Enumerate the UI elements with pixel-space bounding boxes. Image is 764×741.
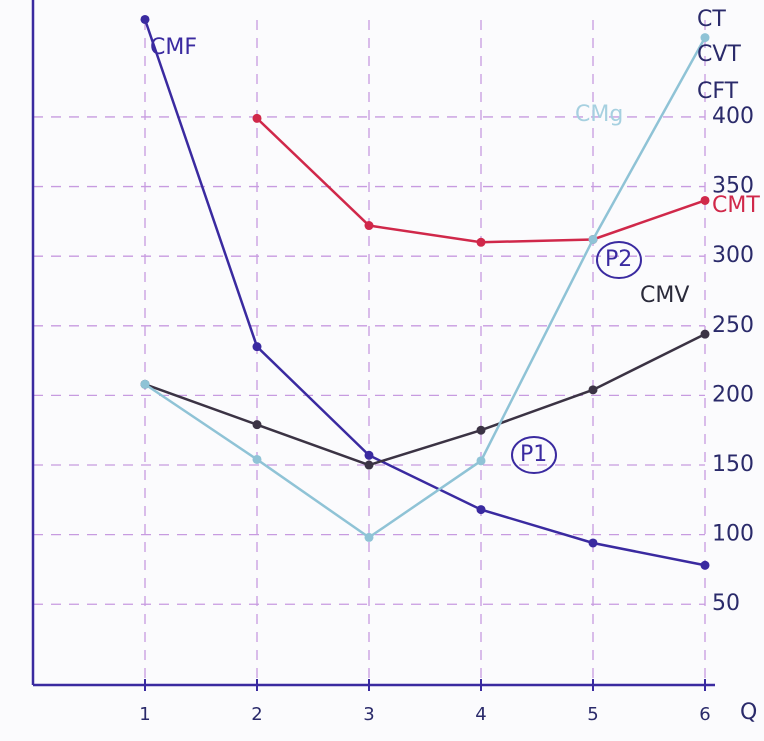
annotation: CMg (575, 102, 623, 127)
data-point (701, 196, 710, 205)
x-tick-label: 4 (475, 704, 486, 725)
data-point (589, 385, 598, 394)
annotation: P2 (605, 247, 632, 272)
data-point (477, 238, 486, 247)
x-tick-label: 1 (139, 704, 150, 725)
x-tick-label: 6 (699, 704, 710, 725)
y-tick-label: 50 (712, 591, 740, 616)
data-point (141, 15, 150, 24)
data-point (253, 114, 262, 123)
x-tick-label: 3 (363, 704, 374, 725)
chart: 50100150200250300350400123456QCMFCMVCMTC… (0, 0, 764, 741)
data-point (253, 455, 262, 464)
x-tick-label: 5 (587, 704, 598, 725)
data-point (253, 420, 262, 429)
x-axis-label: Q (740, 700, 757, 725)
data-point (477, 505, 486, 514)
data-point (365, 461, 374, 470)
data-point (589, 538, 598, 547)
annotation: P1 (520, 442, 547, 467)
y-tick-label: 200 (712, 382, 754, 407)
annotation: CFT (697, 79, 739, 104)
data-point (701, 330, 710, 339)
annotation: CMV (640, 283, 689, 308)
annotation: CVT (697, 42, 741, 67)
y-tick-label: 100 (712, 522, 754, 547)
annotation: CMT (712, 193, 760, 218)
y-tick-label: 150 (712, 452, 754, 477)
y-tick-label: 300 (712, 243, 754, 268)
data-point (253, 342, 262, 351)
data-point (141, 380, 150, 389)
data-point (365, 451, 374, 460)
annotation: CT (697, 7, 726, 32)
y-tick-label: 400 (712, 104, 754, 129)
data-point (365, 221, 374, 230)
series-line (145, 334, 705, 465)
y-tick-label: 250 (712, 313, 754, 338)
data-point (589, 235, 598, 244)
data-point (365, 533, 374, 542)
data-point (477, 426, 486, 435)
data-point (701, 561, 710, 570)
x-tick-label: 2 (251, 704, 262, 725)
data-point (701, 33, 710, 42)
annotation: CMF (150, 35, 197, 60)
data-point (477, 456, 486, 465)
